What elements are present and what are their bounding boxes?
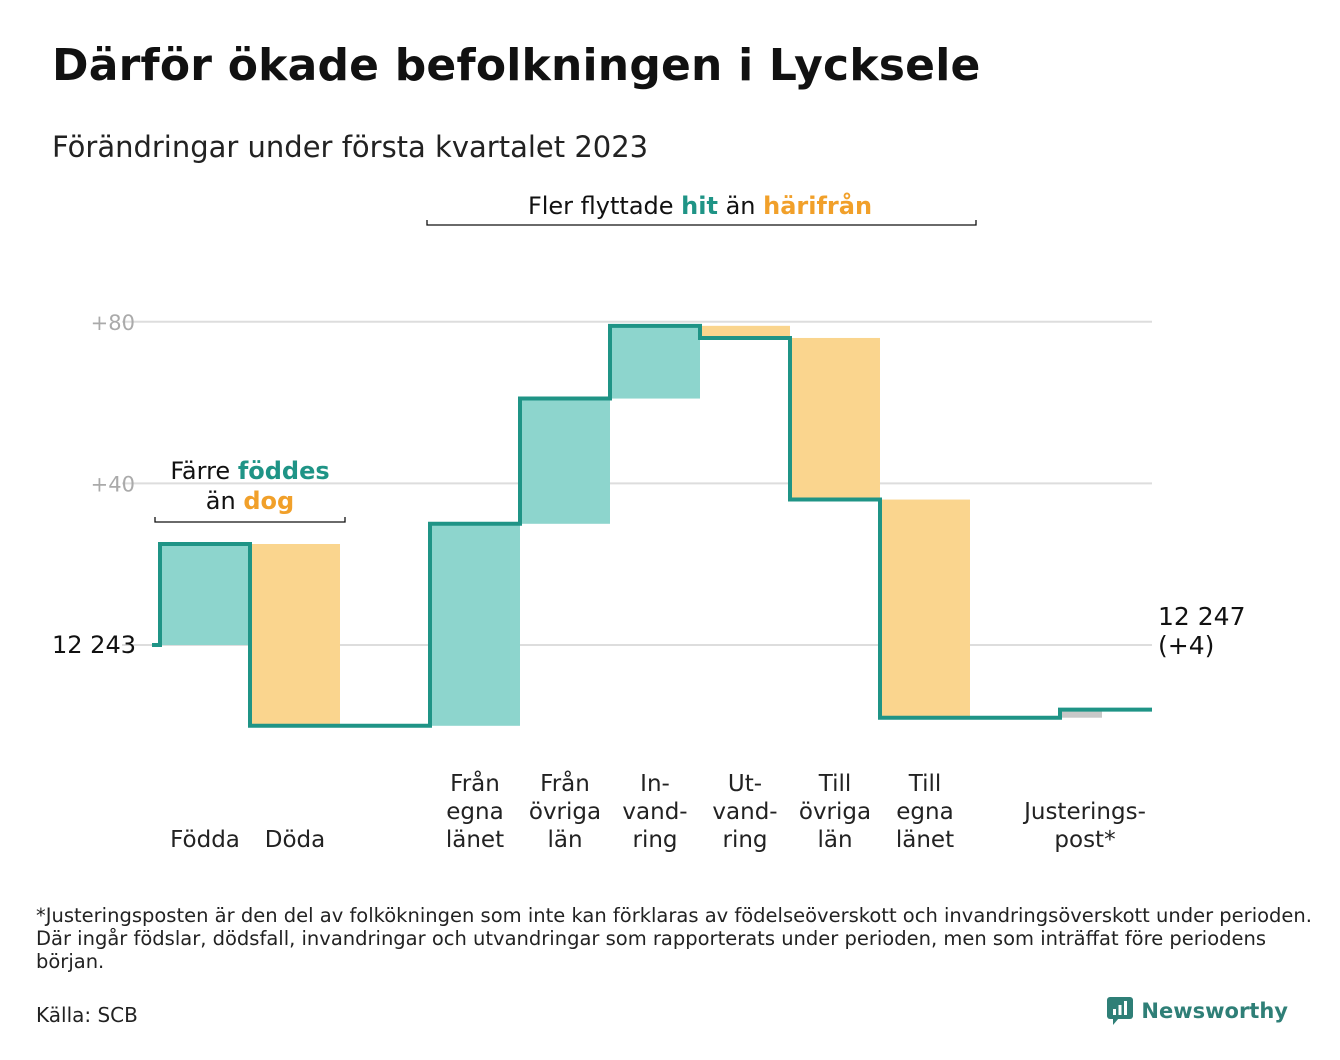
bar [610, 325, 700, 399]
end-value-label: (+4) [1158, 631, 1214, 660]
x-category-label: Ut- [728, 771, 762, 797]
chart-title: Därför ökade befolkningen i Lycksele [52, 40, 981, 91]
footnote: *Justeringsposten är den del av folkökni… [36, 904, 1312, 973]
annotation-births: Färre föddes [170, 457, 329, 485]
x-category-label: länet [896, 827, 954, 853]
bar [160, 544, 250, 645]
x-category-label: In- [640, 771, 670, 797]
y-tick-label: +40 [91, 472, 135, 496]
x-category-label: Döda [265, 827, 325, 853]
chart-subtitle: Förändringar under första kvartalet 2023 [52, 130, 649, 164]
annotation-migration: Fler flyttade hit än härifrån [528, 191, 872, 220]
x-category-label: Från [540, 769, 590, 797]
x-category-label: egna [446, 799, 503, 825]
x-category-label: ring [722, 827, 767, 853]
annotation-segment: härifrån [763, 191, 872, 220]
x-category-label: post* [1054, 827, 1115, 853]
end-value-label: 12 247 [1158, 602, 1245, 631]
start-value-label: 12 243 [52, 631, 136, 659]
bar [790, 337, 880, 500]
x-category-label: län [817, 827, 852, 853]
x-category-label: egna [896, 799, 953, 825]
annotation-segment: föddes [238, 457, 330, 485]
brand-name: Newsworthy [1141, 999, 1288, 1023]
x-category-label: vand- [712, 799, 777, 825]
x-category-label: vand- [622, 799, 687, 825]
bar [880, 499, 970, 718]
x-category-label: Till [908, 771, 942, 797]
brand-logo: Newsworthy [1107, 997, 1288, 1025]
x-category-label: Födda [170, 827, 240, 853]
x-category-label: övriga [529, 799, 601, 825]
x-category-label: länet [446, 827, 504, 853]
annotation-segment: dog [243, 487, 294, 515]
bar [520, 398, 610, 524]
bar [430, 523, 520, 726]
bracket-births [154, 517, 346, 523]
x-category-label: län [547, 827, 582, 853]
x-category-label: ring [632, 827, 677, 853]
cumulative-step-line [152, 323, 1152, 728]
annotation-segment: Färre [170, 457, 238, 485]
annotation-segment: än [718, 192, 763, 220]
bracket-migration [426, 220, 977, 226]
x-category-label: Från [450, 769, 500, 797]
bar [700, 325, 790, 338]
x-category-label: Till [818, 771, 852, 797]
x-category-label: övriga [799, 799, 871, 825]
annotation-segment: hit [681, 192, 718, 220]
annotation-segment: Fler flyttade [528, 192, 681, 220]
bar [250, 544, 340, 726]
annotation-births: än dog [206, 487, 294, 515]
source-note: Källa: SCB [36, 1003, 138, 1027]
y-tick-label: +80 [91, 311, 135, 335]
annotation-segment: än [206, 487, 244, 515]
x-category-label: Justerings- [1022, 799, 1146, 825]
bar [1060, 709, 1102, 718]
newsworthy-logo-icon [1107, 997, 1134, 1025]
